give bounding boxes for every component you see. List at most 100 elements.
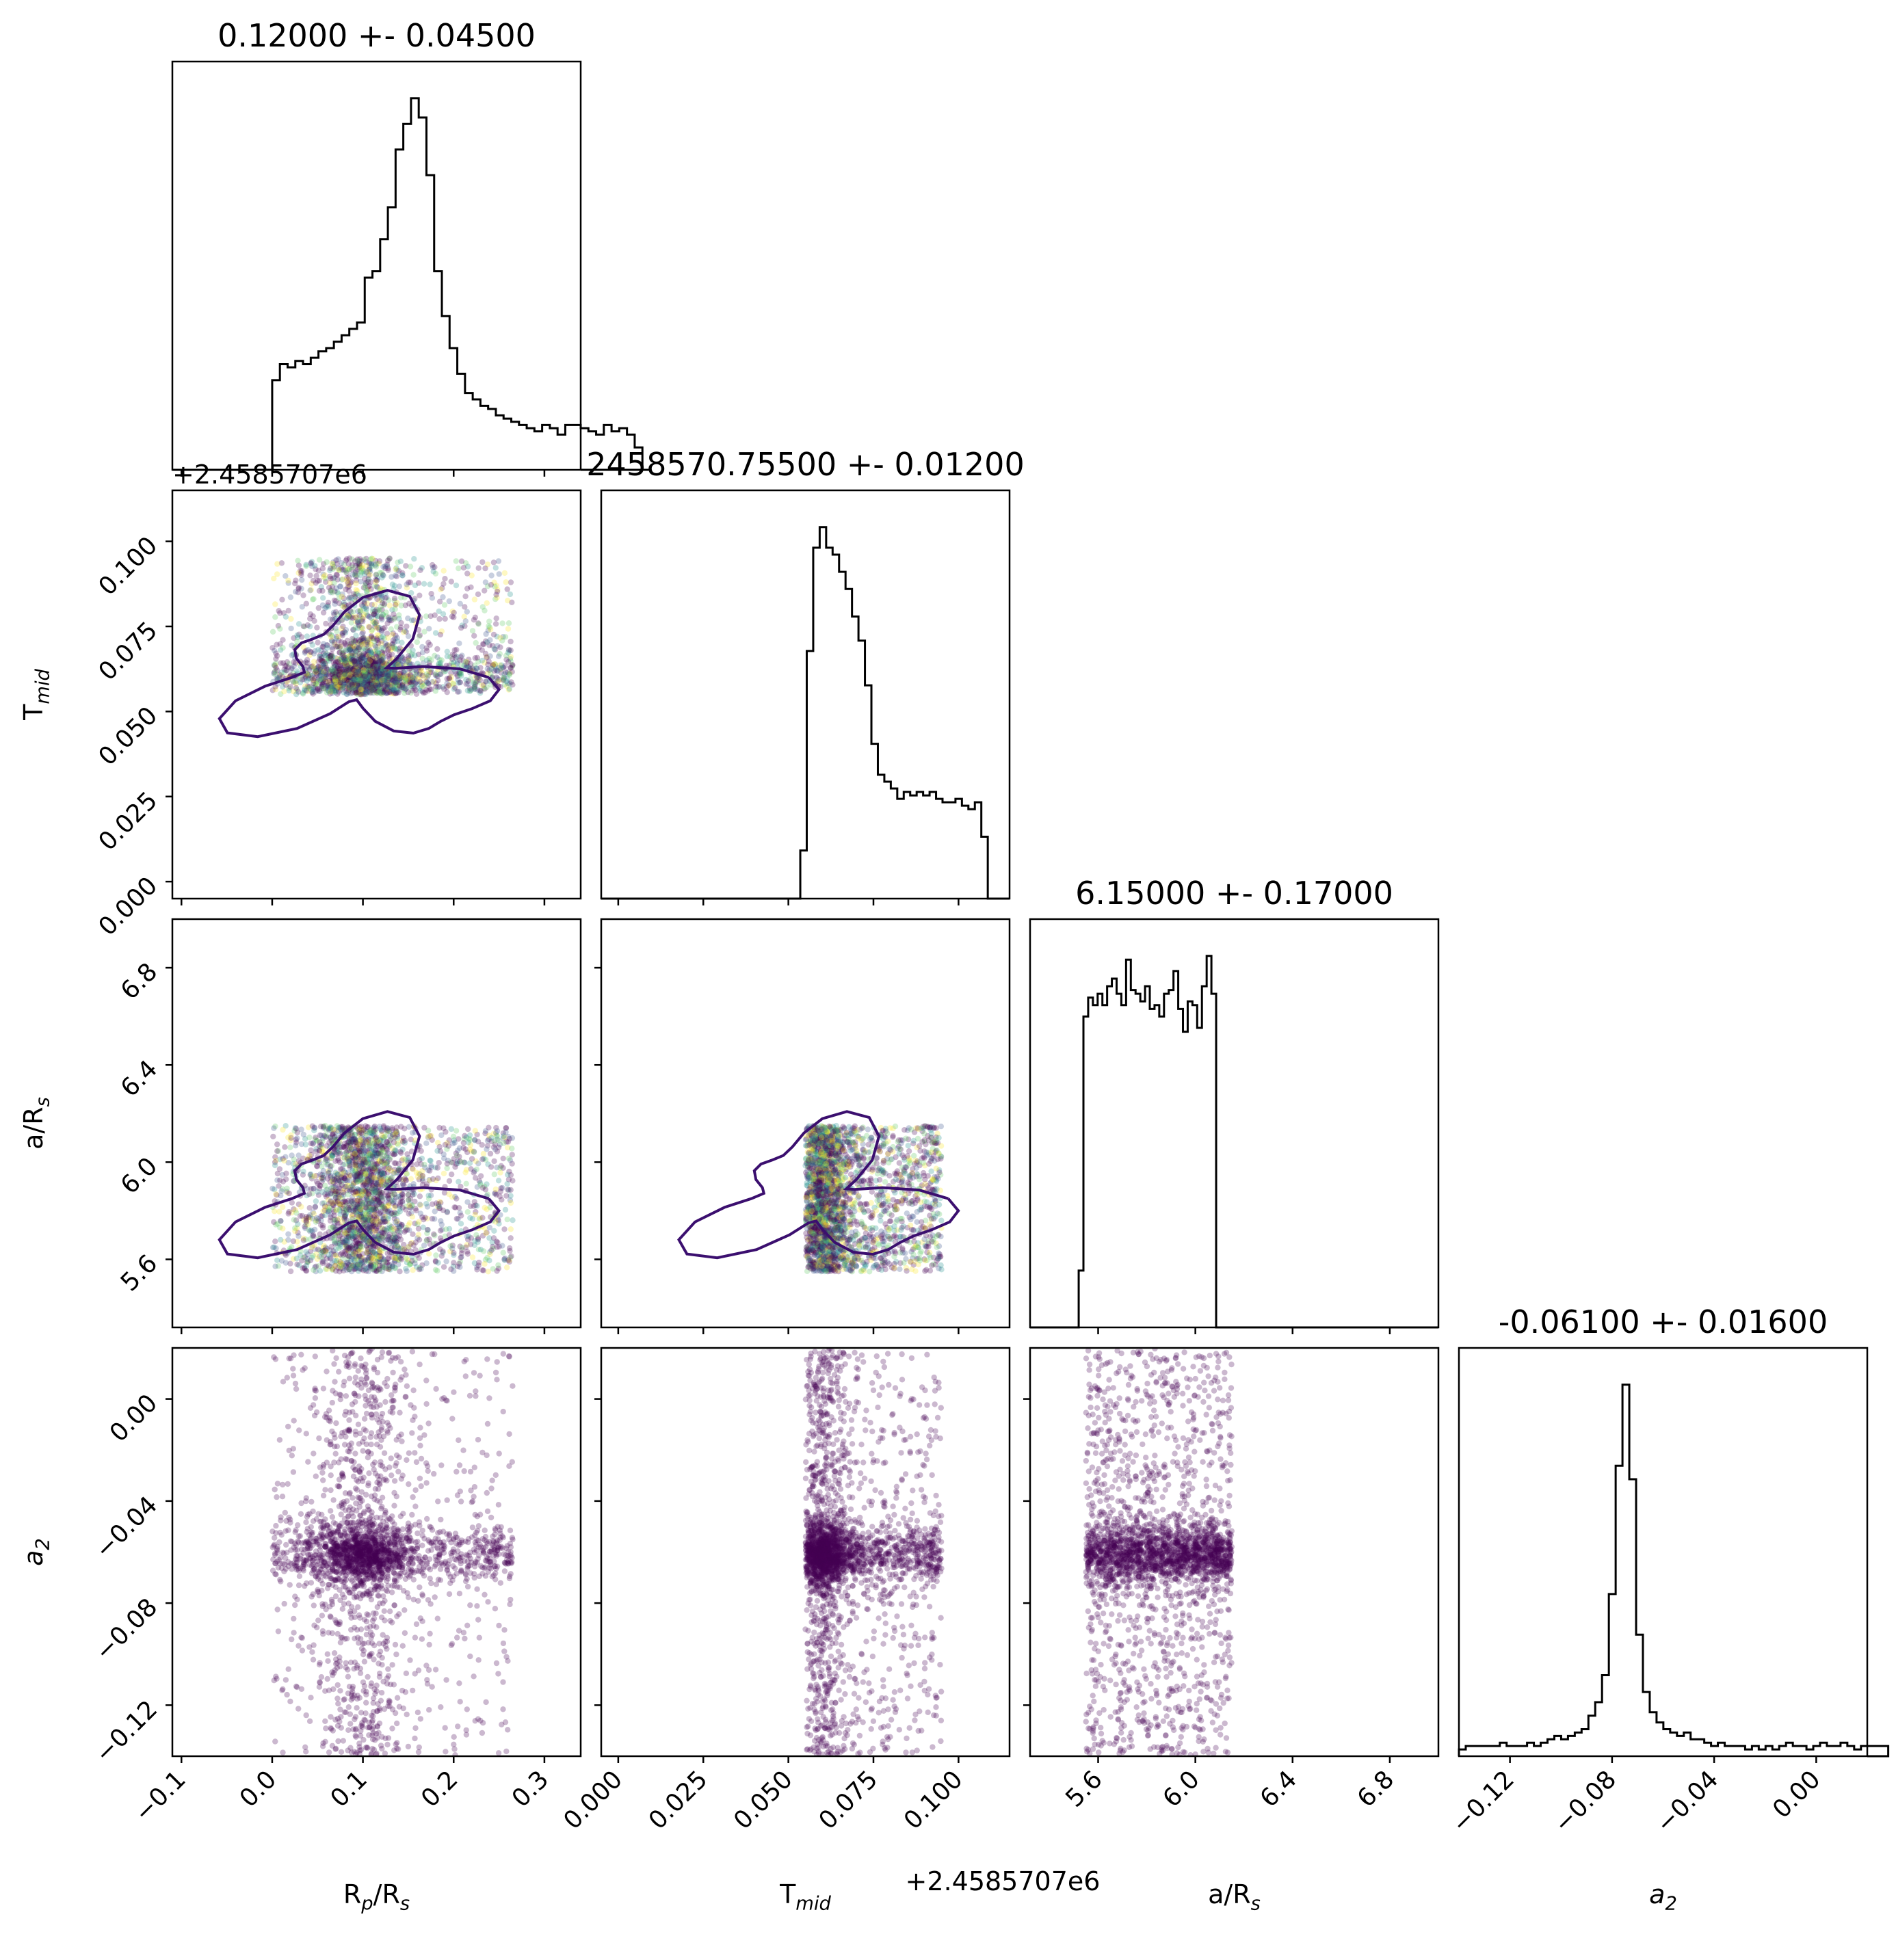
sample-point [374, 680, 380, 686]
sample-point [356, 671, 363, 677]
sample-point [367, 1223, 373, 1230]
sample-point [360, 674, 367, 680]
sample-point [379, 649, 385, 655]
sample-point [346, 1158, 353, 1165]
sample-point [343, 648, 349, 654]
sample-point [298, 572, 304, 578]
sample-point [363, 689, 369, 696]
sample-point [380, 677, 386, 684]
sample-point [353, 1176, 359, 1182]
sample-point [364, 1250, 371, 1257]
sample-point [387, 1154, 393, 1161]
sample-point [354, 675, 361, 681]
sample-point [365, 576, 371, 582]
sample-point [292, 678, 298, 685]
sample-point [371, 1256, 378, 1262]
sample-point [391, 691, 397, 697]
sample-point [450, 680, 457, 687]
sample-point [375, 624, 382, 631]
sample-point [367, 1168, 373, 1174]
sample-point [375, 1197, 381, 1204]
sample-point [349, 1186, 356, 1193]
sample-point [342, 654, 348, 661]
sample-point [508, 1200, 514, 1206]
sample-point [376, 1200, 382, 1206]
sample-point [462, 623, 468, 629]
sample-point [420, 1224, 426, 1230]
sample-point [386, 673, 393, 679]
sample-point [349, 674, 355, 680]
sample-point [412, 687, 419, 693]
sample-point [281, 688, 287, 695]
sample-point [347, 1225, 354, 1232]
sample-point [295, 585, 302, 591]
sample-point [337, 668, 343, 674]
sample-point [350, 637, 356, 643]
sample-point [274, 571, 280, 577]
sample-point [353, 689, 359, 695]
sample-point [374, 676, 380, 682]
sample-point [364, 600, 371, 607]
sample-point [340, 679, 346, 686]
sample-point [276, 1208, 282, 1215]
sample-point [392, 635, 398, 641]
sample-point [300, 691, 306, 697]
sample-point [350, 667, 356, 673]
sample-point [364, 569, 371, 575]
sample-point [475, 565, 482, 571]
sample-point [367, 568, 373, 574]
sample-point [482, 587, 488, 594]
sample-point [393, 1124, 400, 1130]
sample-point [367, 658, 373, 664]
sample-point [392, 572, 399, 579]
sample-point [368, 650, 374, 656]
sample-point [378, 657, 385, 664]
sample-point [371, 1266, 378, 1273]
sample-point [318, 1133, 324, 1139]
sample-point [372, 613, 379, 619]
sample-point [378, 690, 384, 696]
sample-point [473, 679, 479, 685]
sample-point [490, 1130, 497, 1137]
sample-point [348, 658, 355, 665]
sample-point [363, 647, 369, 653]
sample-point [274, 561, 280, 567]
sample-point [352, 563, 359, 569]
sample-point [300, 1265, 306, 1271]
sample-point [393, 683, 399, 689]
sample-point [368, 633, 375, 639]
sample-point [363, 683, 369, 690]
sample-point [384, 686, 390, 693]
sample-point [368, 1262, 374, 1268]
sample-point [368, 1137, 375, 1143]
sample-point [389, 686, 395, 693]
sample-point [356, 1127, 362, 1133]
sample-point [337, 670, 343, 676]
sample-point [363, 1187, 369, 1194]
sample-point [335, 672, 342, 678]
y-axis-label-tmid: Tmid [18, 668, 54, 720]
sample-point [356, 1187, 362, 1193]
sample-point [299, 604, 305, 610]
sample-point [449, 1159, 456, 1166]
sample-point [365, 678, 371, 685]
sample-point [363, 660, 369, 666]
sample-point [269, 1244, 276, 1251]
sample-point [426, 1176, 432, 1183]
sample-point [356, 670, 363, 676]
sample-point [355, 674, 362, 680]
sample-point [352, 1262, 358, 1268]
sample-point [284, 659, 290, 665]
sample-point [381, 1135, 387, 1141]
sample-point [345, 676, 352, 683]
sample-point [390, 1133, 396, 1139]
sample-point [319, 1213, 326, 1219]
sample-point [352, 1136, 358, 1142]
sample-point [449, 1242, 456, 1249]
sample-point [327, 1217, 334, 1224]
sample-point [304, 657, 311, 663]
sample-point [348, 620, 354, 626]
sample-point [289, 665, 295, 672]
sample-point [352, 661, 358, 667]
sample-point [505, 680, 511, 687]
